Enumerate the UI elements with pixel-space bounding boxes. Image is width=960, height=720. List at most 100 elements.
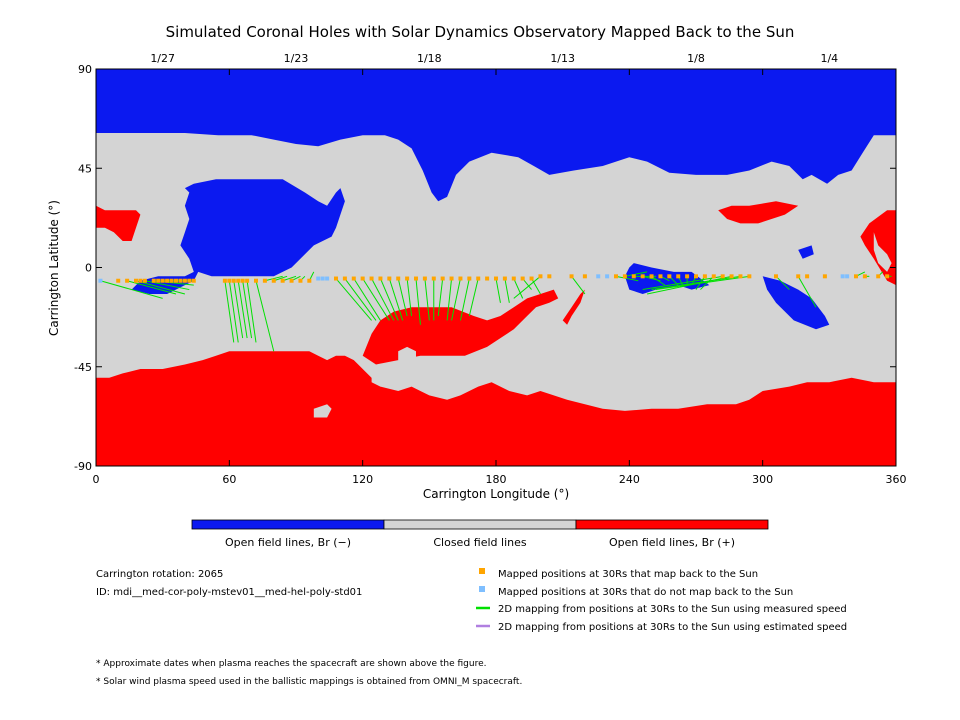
- legend-mapped-label: Mapped positions at 30Rs that map back t…: [498, 569, 758, 580]
- top-date-label-2: 1/18: [417, 52, 442, 65]
- region-1-shape-5: [718, 201, 799, 224]
- mapping-line-6: [224, 280, 235, 343]
- mapping-line-2: [135, 280, 186, 295]
- mapped-point-31: [360, 276, 365, 281]
- mapped-point-20: [245, 278, 250, 283]
- mapping-line-1: [126, 280, 177, 295]
- region-1-shape-1: [362, 289, 559, 365]
- mapped-point-46: [494, 276, 498, 281]
- mapped-point-52: [547, 274, 552, 279]
- mapped-point-24: [280, 278, 285, 283]
- mapping-line-47: [651, 275, 666, 286]
- mapped-point-55: [614, 274, 618, 279]
- mapped-point-13: [187, 278, 192, 283]
- mapping-line-60: [797, 276, 817, 308]
- model-id-text: ID: mdi__med-cor-poly-mstev01__med-hel-p…: [96, 587, 362, 598]
- legend-unmapped-label: Mapped positions at 30Rs that do not map…: [498, 587, 793, 598]
- mapped-point-29: [342, 276, 347, 281]
- footnote-speed-source: * Solar wind plasma speed used in the ba…: [96, 677, 522, 687]
- mapped-point-18: [236, 278, 241, 283]
- mapped-point-23: [271, 278, 276, 283]
- mapping-line-21: [353, 278, 381, 321]
- mapped-point-57: [631, 274, 636, 279]
- mapping-line-35: [468, 278, 479, 317]
- mapped-point-74: [822, 274, 827, 279]
- mapped-point-51: [538, 274, 543, 279]
- mapped-point-71: [774, 274, 778, 279]
- mapping-line-22: [362, 278, 390, 321]
- mapping-line-12: [255, 280, 275, 352]
- x-tick-label-0: 0: [93, 473, 100, 486]
- legend-bar-closed: [383, 519, 577, 530]
- region-0-shape-2: [624, 263, 710, 294]
- mapping-line-14: [273, 275, 288, 282]
- unmapped-point-3: [325, 276, 330, 281]
- mapping-line-40: [531, 278, 541, 295]
- mapping-line-33: [451, 278, 461, 321]
- legend-marker-mapped: [479, 568, 485, 574]
- mapped-point-33: [378, 276, 383, 281]
- mapped-point-69: [738, 274, 743, 279]
- y-tick-label-4: -90: [74, 460, 92, 473]
- mapping-line-9: [237, 280, 248, 339]
- top-date-label-0: 1/27: [150, 52, 175, 65]
- mapping-line-8: [233, 280, 244, 339]
- mapped-point-41: [449, 276, 454, 281]
- field-line-regions: [96, 69, 896, 466]
- legend-marker-unmapped: [479, 586, 485, 592]
- mapping-line-0: [100, 280, 163, 299]
- mapping-line-15: [282, 275, 297, 282]
- mapped-point-25: [289, 278, 294, 283]
- mapping-line-10: [242, 280, 253, 339]
- mapped-point-66: [711, 274, 716, 279]
- mapped-point-12: [182, 278, 187, 283]
- x-tick-label-2: 120: [352, 473, 373, 486]
- series-legend: Mapped positions at 30Rs that map back t…: [476, 568, 847, 633]
- mapped-point-53: [569, 274, 574, 279]
- unmapped-point-6: [840, 274, 845, 279]
- chart-title: Simulated Coronal Holes with Solar Dynam…: [166, 23, 795, 41]
- y-tick-label-0: 90: [78, 63, 92, 76]
- mapping-line-31: [437, 278, 444, 317]
- mapped-point-6: [156, 278, 161, 283]
- mapped-point-0: [116, 278, 121, 283]
- mapping-line-43: [615, 275, 639, 282]
- mapped-point-34: [387, 276, 392, 281]
- mapping-line-29: [424, 278, 430, 321]
- region-0-shape-4: [798, 245, 814, 259]
- mapped-point-37: [414, 276, 418, 281]
- mapped-point-36: [405, 276, 410, 281]
- x-tick-label-3: 180: [486, 473, 507, 486]
- region-0-shape-1: [131, 179, 345, 294]
- mapped-point-10: [174, 278, 178, 283]
- unmapped-point-4: [596, 274, 601, 279]
- mapping-line-7: [228, 280, 239, 343]
- mapping-line-19: [335, 278, 372, 321]
- mapping-line-41: [513, 275, 541, 299]
- top-date-label-1: 1/23: [284, 52, 309, 65]
- mapped-point-45: [485, 276, 490, 281]
- mapped-point-30: [351, 276, 356, 281]
- mapped-point-47: [502, 276, 507, 281]
- x-tick-label-4: 240: [619, 473, 640, 486]
- mapped-point-35: [396, 276, 401, 281]
- unmapped-point-7: [845, 274, 850, 279]
- region-2-shape-0: [398, 346, 416, 365]
- y-tick-label-2: 0: [85, 262, 92, 275]
- mapped-point-72: [796, 274, 801, 279]
- mapping-line-4: [153, 280, 194, 286]
- mapped-point-73: [805, 274, 810, 279]
- y-axis-label: Carrington Latitude (°): [47, 200, 61, 336]
- mapped-point-42: [458, 276, 463, 281]
- mapped-point-1: [125, 278, 130, 283]
- region-2-shape-3: [873, 232, 892, 272]
- mapped-point-16: [227, 278, 232, 283]
- region-1-shape-0: [96, 351, 896, 466]
- mapped-point-56: [622, 274, 627, 279]
- mapping-line-44: [624, 271, 648, 277]
- mapped-point-40: [440, 276, 445, 281]
- mapping-line-27: [406, 278, 413, 317]
- mapping-line-42: [571, 276, 586, 295]
- mapping-line-23: [371, 278, 395, 321]
- mapped-point-77: [876, 274, 881, 279]
